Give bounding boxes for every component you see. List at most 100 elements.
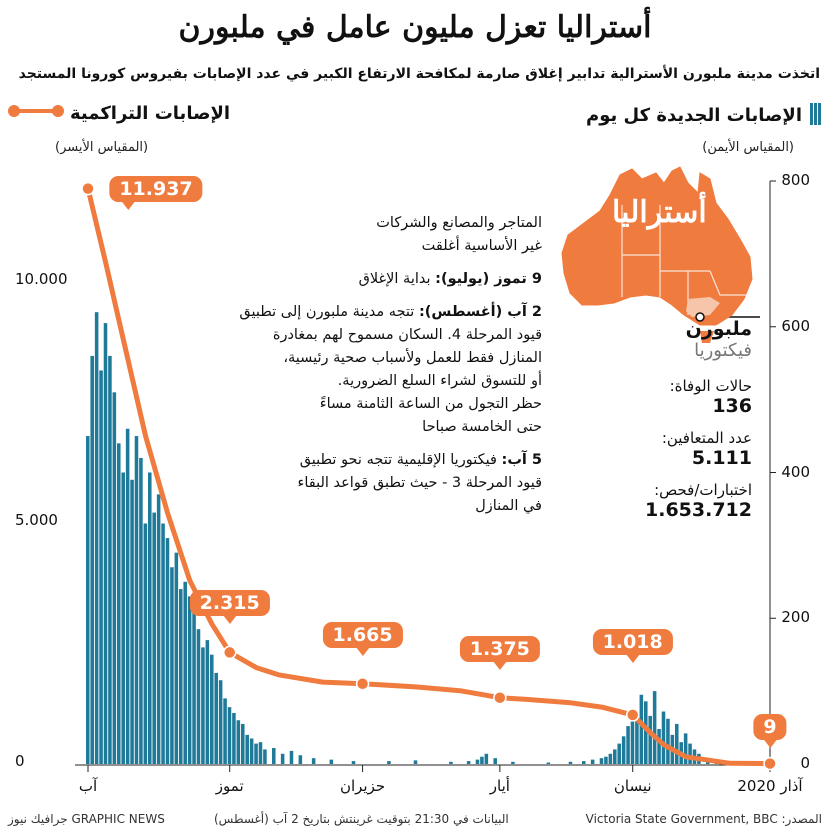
note-text: قيود المرحلة 4. السكان مسموح لهم بمغادرة	[272, 327, 542, 343]
note-closures-line2: غير الأساسية أغلقت	[421, 238, 542, 254]
value-callout: 1.375	[459, 635, 540, 670]
daily-bar	[201, 647, 205, 764]
daily-bar	[112, 392, 117, 764]
daily-bar	[613, 749, 617, 764]
daily-bar	[214, 672, 218, 764]
deaths-value: 136	[712, 395, 752, 417]
daily-bar	[117, 443, 121, 764]
tasmania-shape	[700, 331, 714, 343]
daily-bar	[546, 762, 551, 764]
tests-label: اختبارات/فحص:	[654, 481, 752, 499]
daily-bar	[99, 370, 103, 764]
cumulative-marker	[625, 708, 640, 722]
daily-bar	[272, 747, 276, 764]
daily-bar	[484, 753, 489, 764]
australia-shape	[561, 166, 753, 326]
melbourne-marker	[695, 312, 705, 322]
daily-bar	[196, 629, 201, 764]
daily-bar	[249, 738, 254, 764]
value-callout: 2.315	[189, 590, 270, 625]
cumulative-marker	[763, 756, 777, 771]
cumulative-markers	[81, 181, 777, 771]
x-axis-tickmarks	[87, 765, 771, 772]
line-swatch-icon	[8, 105, 64, 117]
right-axis-ticks	[770, 180, 776, 765]
daily-bar	[661, 711, 666, 764]
daily-bar	[130, 479, 134, 764]
note-lockdown-start: 9 تموز (يوليو): بداية الإغلاق	[180, 268, 542, 291]
bar-swatch-icon	[810, 103, 822, 125]
daily-bars	[86, 312, 732, 764]
daily-bar	[148, 472, 152, 764]
note-text: بداية الإغلاق	[358, 271, 436, 287]
right-tick-label: 600	[781, 316, 810, 335]
state-name: فيكتوريا	[694, 340, 752, 361]
note-date: 5 آب:	[501, 452, 542, 468]
daily-bar	[227, 707, 232, 764]
daily-bar	[351, 761, 356, 764]
daily-bar	[683, 733, 688, 764]
daily-bar	[413, 760, 418, 764]
daily-bar	[329, 759, 334, 764]
note-text: المنازل فقط للعمل ولأسباب صحية رئيسية،	[283, 350, 542, 366]
daily-bar	[134, 436, 139, 764]
daily-bar	[156, 494, 161, 764]
cumulative-marker	[222, 645, 237, 660]
daily-bar	[223, 698, 227, 764]
recovered-label: عدد المتعافين:	[661, 429, 752, 447]
daily-bar	[582, 761, 586, 764]
daily-bar	[236, 720, 241, 764]
daily-bar	[205, 640, 210, 764]
city-name: ملبورن	[685, 318, 752, 340]
chart-title: أستراليا تعزل مليون عامل في ملبورن	[178, 10, 652, 45]
daily-bar	[635, 720, 639, 764]
daily-bar	[183, 581, 187, 764]
daily-bar	[652, 691, 657, 764]
note-text: حتى الخامسة صباحا	[422, 419, 542, 435]
daily-bar	[511, 761, 515, 764]
daily-bar	[258, 742, 263, 764]
daily-bar	[254, 743, 258, 764]
right-tick-label: 400	[781, 462, 810, 481]
note-text: فيكتوريا الإقليمية تتجه نحو تطبيق	[299, 452, 502, 468]
daily-bar	[121, 472, 125, 764]
daily-bar	[86, 436, 90, 764]
daily-bar	[311, 758, 316, 764]
daily-bar	[232, 712, 236, 764]
x-tick-label: تموز	[215, 777, 244, 795]
state-borders	[621, 205, 746, 315]
daily-bar	[108, 355, 112, 764]
daily-bar	[608, 753, 613, 764]
daily-bar	[657, 729, 661, 764]
daily-bar	[170, 567, 174, 764]
daily-bar	[241, 723, 245, 764]
note-date: 2 آب (أغسطس):	[418, 304, 542, 320]
right-tick-label: 200	[781, 608, 810, 627]
daily-bar	[179, 589, 183, 764]
legend-cumulative-label: الإصابات التراكمية	[70, 103, 231, 124]
daily-bar	[298, 755, 303, 764]
map-label: أستراليا	[612, 195, 707, 230]
daily-bar	[103, 323, 108, 764]
daily-bar	[621, 736, 626, 764]
note-stage4: 2 آب (أغسطس): تتجه مدينة ملبورن إلى تطبي…	[180, 301, 542, 439]
daily-bar	[475, 759, 480, 764]
daily-bar	[568, 761, 573, 764]
note-date: 9 تموز (يوليو):	[435, 271, 542, 287]
legend-cumulative-scale: (المقياس الأيسر)	[55, 140, 149, 155]
left-tick-label: 10.000	[15, 270, 68, 288]
right-tick-label: 800	[781, 171, 810, 189]
legend-new-scale: (المقياس الأيمن)	[702, 140, 794, 155]
source-credit: المصدر: Victoria State Government, BBC	[585, 812, 822, 826]
deaths-label: حالات الوفاة:	[669, 377, 752, 395]
x-tick-label: حزيران	[339, 777, 386, 795]
cumulative-marker	[355, 676, 370, 691]
tests-value: 1.653.712	[645, 499, 752, 521]
victoria-shape	[686, 297, 720, 317]
chart-subtitle: اتخذت مدينة ملبورن الأسترالية تدابير إغل…	[18, 66, 820, 82]
daily-bar	[639, 694, 644, 764]
left-tick-label: 0	[15, 752, 25, 770]
daily-bar	[644, 701, 648, 764]
daily-bar	[604, 756, 608, 764]
cumulative-marker	[493, 690, 507, 705]
